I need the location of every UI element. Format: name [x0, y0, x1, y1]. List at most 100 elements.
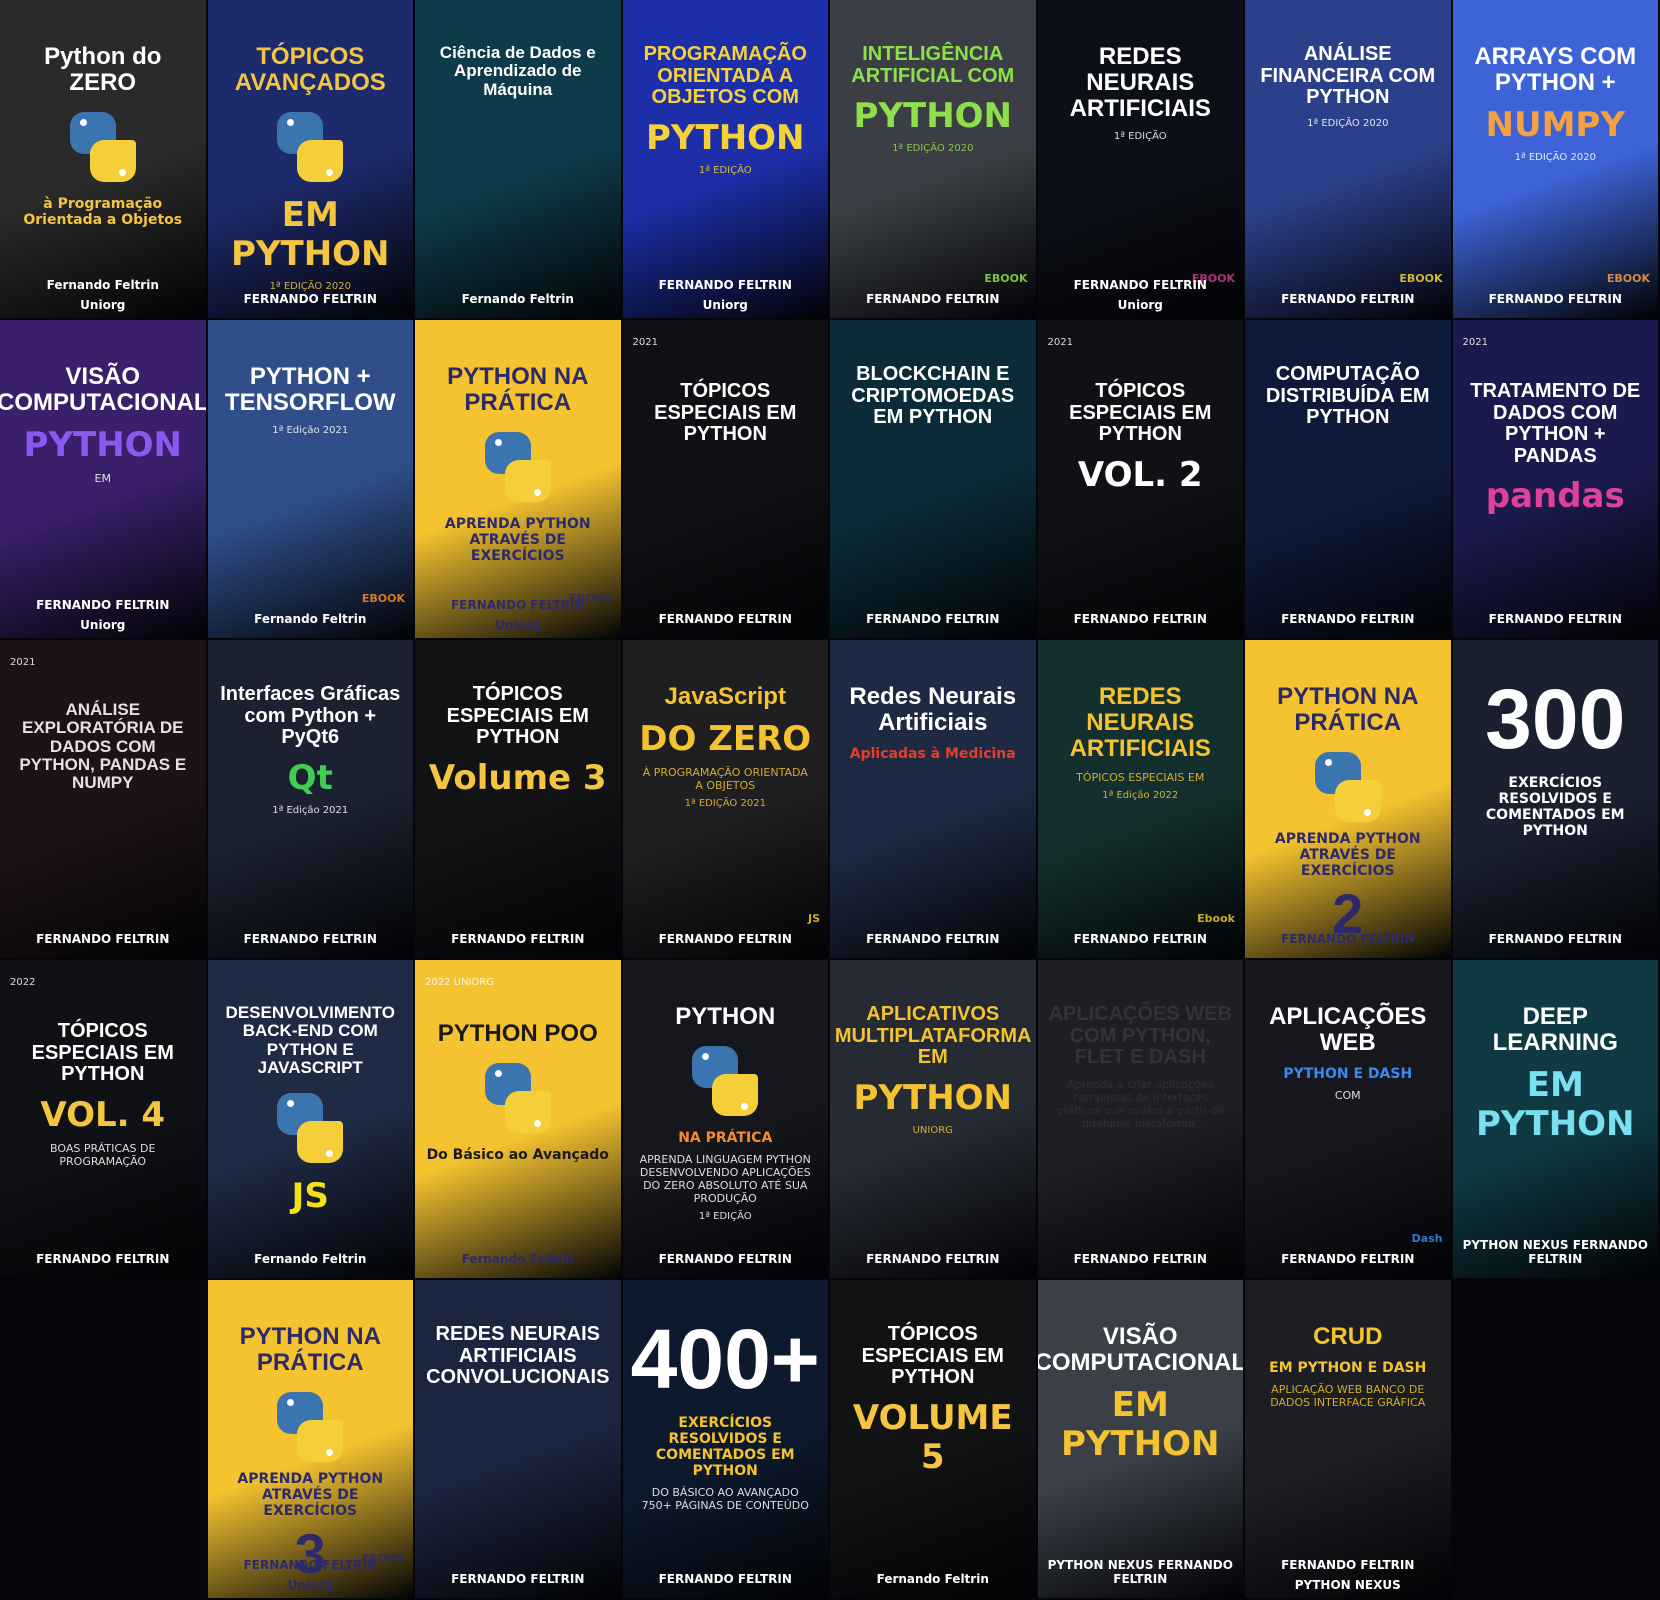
book-subtitle: JS — [291, 1176, 329, 1217]
author-name: FERNANDO FELTRIN — [658, 1252, 792, 1266]
edition-label: 2021 — [632, 337, 658, 348]
book-cover-300-exercicios[interactable]: 300 EXERCÍCIOS RESOLVIDOS E COMENTADOS EM… — [1452, 640, 1658, 958]
book-title: REDES NEURAIS ARTIFICIAIS — [1069, 683, 1211, 762]
book-subtitle: VOLUME 5 — [852, 1397, 1013, 1477]
python-logo-icon — [479, 1059, 557, 1137]
author-name: PYTHON NEXUS FERNANDO FELTRIN — [1047, 1558, 1233, 1586]
book-cover-topicos-especiais-5[interactable]: TÓPICOS ESPECIAIS EM PYTHON VOLUME 5 Ferna… — [830, 1280, 1036, 1598]
author-name: FERNANDO FELTRIN — [36, 598, 170, 612]
book-title: BLOCKCHAIN E CRIPTOMOEDAS EM PYTHON — [851, 363, 1015, 429]
book-subtitle: NUMPY — [1485, 104, 1625, 145]
book-cover-400-exercicios[interactable]: 400+ EXERCÍCIOS RESOLVIDOS E COMENTADOS E… — [622, 1280, 828, 1598]
publisher-logo: Uniorg — [495, 618, 541, 632]
edition-label: 1ª Edição 2021 — [272, 804, 349, 816]
book-subtitle: EM PYTHON — [1475, 1064, 1635, 1144]
book-cover-interfaces-graficas[interactable]: Interfaces Gráficas com Python + PyQt6 Qt… — [207, 640, 413, 958]
book-note: APLICAÇÃO WEB BANCO DE DADOS INTERFACE G… — [1270, 1383, 1426, 1409]
book-title: VISÃO COMPUTACIONAL — [1037, 1323, 1244, 1376]
book-title: VISÃO COMPUTACIONAL — [0, 363, 206, 416]
author-name: FERNANDO FELTRIN — [36, 1252, 170, 1266]
publisher-logo: PYTHON NEXUS — [1294, 1578, 1401, 1592]
book-cover-analise-financeira[interactable]: ANÁLISE FINANCEIRA COM PYTHON 1ª EDIÇÃO 2… — [1245, 0, 1451, 318]
book-cover-javascript-do-zero[interactable]: JavaScript DO ZERO À PROGRAMAÇÃO ORIENTADA… — [622, 640, 828, 958]
book-subtitle: PYTHON — [23, 424, 183, 465]
edition-label: UNIORG — [912, 1124, 953, 1136]
book-subtitle: EM PYTHON E DASH — [1269, 1359, 1427, 1376]
book-cover-tratamento-pandas[interactable]: 2021 TRATAMENTO DE DADOS COM PYTHON + PAN… — [1452, 320, 1658, 638]
book-note: DO BÁSICO AO AVANÇADO 750+ PÁGINAS DE CO… — [641, 1486, 809, 1513]
book-cover-redes-neurais[interactable]: REDES NEURAIS ARTIFICIAIS 1ª EDIÇÃO EBOOK F… — [1037, 0, 1243, 318]
author-name: FERNANDO FELTRIN — [243, 292, 377, 306]
book-title: APLICATIVOS MULTIPLATAFORMA EM — [834, 1003, 1032, 1069]
author-name: FERNANDO FELTRIN — [1073, 1252, 1207, 1266]
book-subtitle: NA PRÁTICA — [678, 1129, 773, 1146]
book-cover-python-na-pratica-1[interactable]: PYTHON NA PRÁTICA APRENDA PYTHON ATRAVÉS … — [415, 320, 621, 638]
book-cover-visao-computacional-2[interactable]: VISÃO COMPUTACIONAL EM PYTHON PYTHON NEXUS… — [1037, 1280, 1244, 1598]
book-cover-blockchain[interactable]: BLOCKCHAIN E CRIPTOMOEDAS EM PYTHON FERNA… — [830, 320, 1036, 638]
book-cover-ciencia-de-dados[interactable]: Ciência de Dados e Aprendizado de Máquin… — [415, 0, 621, 318]
book-cover-computacao-distribuida[interactable]: COMPUTAÇÃO DISTRIBUÍDA EM PYTHON FERNANDO… — [1245, 320, 1451, 638]
book-cover-visao-computacional[interactable]: VISÃO COMPUTACIONAL PYTHON EM FERNANDO FELT… — [0, 320, 206, 638]
book-cover-topicos-especiais-3[interactable]: TÓPICOS ESPECIAIS EM PYTHON Volume 3 FERNA… — [415, 640, 621, 958]
edition-label: 2021 — [1047, 337, 1073, 348]
book-cover-python-tensorflow[interactable]: PYTHON + TENSORFLOW 1ª Edição 2021 EBOOK Fe… — [207, 320, 413, 638]
badge-label: JS — [807, 912, 820, 925]
book-title: PYTHON POO — [437, 1020, 598, 1047]
book-cover-aplicativos-multiplataforma[interactable]: APLICATIVOS MULTIPLATAFORMA EM PYTHON UNIO… — [830, 960, 1036, 1278]
book-cover-topicos-especiais-2[interactable]: 2021 TÓPICOS ESPECIAIS EM PYTHON VOL. 2 FER… — [1037, 320, 1243, 638]
book-title: PYTHON NA PRÁTICA — [239, 1323, 381, 1376]
book-cover-redes-neurais-medicina[interactable]: Redes Neurais Artificiais Aplicadas à Med… — [830, 640, 1036, 958]
book-cover-aplicacoes-web-flet[interactable]: APLICAÇÕES WEB COM PYTHON, FLET E DASH Ap… — [1037, 960, 1243, 1278]
author-name: FERNANDO FELTRIN — [658, 278, 792, 292]
book-title: TÓPICOS ESPECIAIS EM PYTHON — [1069, 380, 1212, 446]
book-cover-ia-python[interactable]: INTELIGÊNCIA ARTIFICIAL COM PYTHON 1ª EDIÇ… — [830, 0, 1036, 318]
author-name: FERNANDO FELTRIN — [658, 932, 792, 946]
book-cover-redes-convolucionais[interactable]: REDES NEURAIS ARTIFICIAIS CONVOLUCIONAIS… — [415, 1280, 621, 1598]
book-cover-poo-python[interactable]: PROGRAMAÇÃO ORIENTADA A OBJETOS COM PYTHO… — [622, 0, 828, 318]
book-cover-python-na-pratica-3[interactable]: PYTHON NA PRÁTICA APRENDA PYTHON ATRAVÉS … — [207, 1280, 413, 1598]
book-cover-python-na-pratica-0[interactable]: PYTHON NA PRÁTICA APRENDA LINGUAGEM PYTHON… — [622, 960, 828, 1278]
book-cover-python-na-pratica-2[interactable]: PYTHON NA PRÁTICA APRENDA PYTHON ATRAVÉS … — [1245, 640, 1451, 958]
book-title: INTELIGÊNCIA ARTIFICIAL COM — [851, 43, 1015, 87]
book-cover-topicos-redes-neurais[interactable]: REDES NEURAIS ARTIFICIAIS TÓPICOS ESPECIA… — [1037, 640, 1243, 958]
book-cover-aplicacoes-web-dash[interactable]: APLICAÇÕES WEB PYTHON E DASH COM Dash FERNAN… — [1245, 960, 1451, 1278]
edition-label: 1ª EDIÇÃO 2020 — [892, 143, 974, 155]
book-title: Ciência de Dados e Aprendizado de Máquin… — [439, 43, 596, 99]
book-cover-deep-learning[interactable]: DEEP LEARNING EM PYTHON PYTHON NEXUS FERNA… — [1452, 960, 1658, 1278]
book-cover-backend-python-js[interactable]: DESENVOLVIMENTO BACK-END COM PYTHON E JA… — [207, 960, 413, 1278]
book-title: APLICAÇÕES WEB COM PYTHON, FLET E DASH — [1048, 1003, 1232, 1069]
book-cover-python-poo[interactable]: 2022 UNIORG PYTHON POO Do Básico ao Avança… — [415, 960, 621, 1278]
book-cover-topicos-especiais-1[interactable]: 2021 TÓPICOS ESPECIAIS EM PYTHON FERNANDO … — [622, 320, 828, 638]
python-logo-icon — [271, 108, 349, 186]
publisher-logo: Uniorg — [1117, 298, 1163, 312]
author-name: FERNANDO FELTRIN — [1281, 1558, 1415, 1572]
book-note: APRENDA LINGUAGEM PYTHON DESENVOLVENDO A… — [639, 1153, 811, 1205]
badge-label: EBOOK — [361, 1552, 405, 1565]
author-name: FERNANDO FELTRIN — [866, 1252, 1000, 1266]
book-cover-analise-exploratoria[interactable]: 2021 ANÁLISE EXPLORATÓRIA DE DADOS COM PY… — [0, 640, 206, 958]
book-cover-python-do-zero[interactable]: Python do ZERO à Programação Orientada a … — [0, 0, 206, 318]
book-note: Aprenda a criar aplicações compostas de … — [1056, 1077, 1225, 1130]
book-title: TÓPICOS ESPECIAIS EM PYTHON — [446, 683, 589, 749]
edition-label: 1ª EDIÇÃO 2020 — [1307, 117, 1389, 129]
book-title: 300 — [1485, 672, 1626, 766]
book-cover-topicos-especiais-4[interactable]: 2022 TÓPICOS ESPECIAIS EM PYTHON VOL. 4 BOA… — [0, 960, 206, 1278]
author-name: Fernando Feltrin — [46, 278, 159, 292]
book-subtitle: VOL. 4 — [40, 1094, 166, 1135]
book-subtitle: APRENDA PYTHON ATRAVÉS DE EXERCÍCIOS — [237, 1471, 384, 1520]
book-title: PYTHON + TENSORFLOW — [224, 363, 396, 416]
book-title: PYTHON NA PRÁTICA — [447, 363, 589, 416]
badge-label: EBOOK — [1399, 272, 1443, 285]
book-cover-topicos-avancados[interactable]: TÓPICOS AVANÇADOS EM PYTHON 1ª EDIÇÃO 2020… — [207, 0, 413, 318]
book-subtitle: pandas — [1485, 476, 1625, 517]
author-name: FERNANDO FELTRIN — [1073, 278, 1207, 292]
author-name: FERNANDO FELTRIN — [36, 932, 170, 946]
python-logo-icon — [686, 1042, 764, 1120]
book-title: Python do ZERO — [44, 43, 162, 96]
author-name: FERNANDO FELTRIN — [1488, 292, 1622, 306]
book-cover-arrays-numpy[interactable]: ARRAYS COM PYTHON + NUMPY 1ª EDIÇÃO 2020 EB… — [1452, 0, 1658, 318]
author-name: FERNANDO FELTRIN — [1281, 932, 1415, 946]
book-cover-crud-python[interactable]: CRUD EM PYTHON E DASH APLICAÇÃO WEB BANCO … — [1245, 1280, 1451, 1598]
book-title: ANÁLISE EXPLORATÓRIA DE DADOS COM PYTHON… — [19, 700, 187, 793]
edition-label: 1ª EDIÇÃO — [698, 164, 752, 176]
